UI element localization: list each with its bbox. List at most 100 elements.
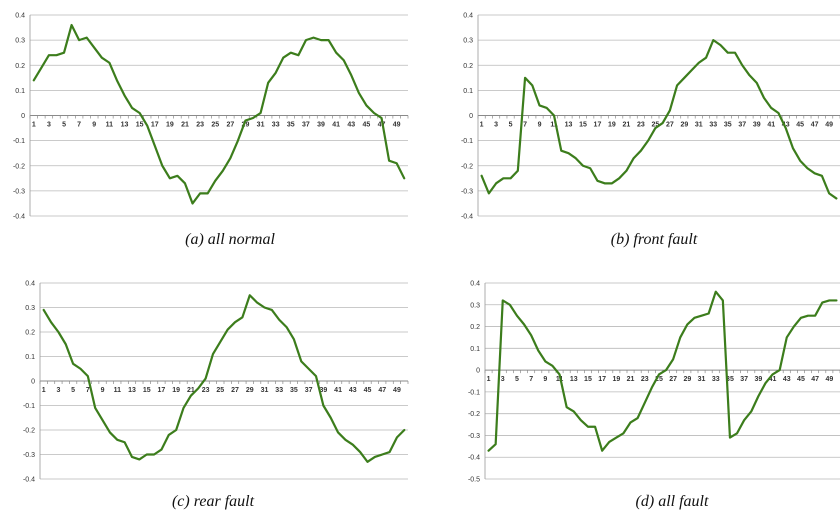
x-tick-label: 41 — [334, 387, 342, 394]
x-tick-label: 31 — [261, 387, 269, 394]
x-tick-label: 37 — [738, 122, 746, 129]
x-tick-label: 43 — [347, 122, 355, 129]
y-tick-label: 0.3 — [15, 38, 25, 45]
x-tick-label: 35 — [724, 122, 732, 129]
x-tick-label: 7 — [529, 376, 533, 383]
x-tick-label: 19 — [612, 376, 620, 383]
x-tick-label: 15 — [136, 122, 144, 129]
x-tick-label: 47 — [811, 376, 819, 383]
x-tick-label: 35 — [290, 387, 298, 394]
chart-caption-a: (a) all normal — [185, 231, 275, 248]
x-tick-label: 29 — [680, 122, 688, 129]
x-tick-label: 3 — [56, 387, 60, 394]
y-tick-label: 0.1 — [463, 88, 473, 95]
y-tick-label: 0.1 — [15, 88, 25, 95]
x-tick-label: 31 — [695, 122, 703, 129]
x-tick-label: 13 — [128, 387, 136, 394]
y-tick-label: 0.4 — [25, 281, 35, 288]
x-tick-label: 39 — [317, 122, 325, 129]
x-tick-label: 9 — [101, 387, 105, 394]
x-tick-label: 29 — [683, 376, 691, 383]
x-tick-label: 5 — [509, 122, 513, 129]
x-tick-label: 21 — [623, 122, 631, 129]
x-tick-label: 11 — [550, 122, 558, 129]
x-tick-label: 37 — [302, 122, 310, 129]
x-tick-label: 47 — [811, 122, 819, 129]
x-tick-label: 39 — [754, 376, 762, 383]
x-tick-label: 5 — [62, 122, 66, 129]
x-tick-label: 37 — [305, 387, 313, 394]
x-tick-label: 25 — [655, 376, 663, 383]
y-tick-label: 0.3 — [25, 305, 35, 312]
x-tick-label: 17 — [151, 122, 159, 129]
y-tick-label: -0.2 — [468, 411, 480, 418]
x-tick-label: 47 — [378, 122, 386, 129]
x-tick-label: 45 — [363, 122, 371, 129]
y-tick-label: -0.5 — [468, 477, 480, 484]
x-tick-label: 25 — [211, 122, 219, 129]
x-tick-label: 13 — [121, 122, 129, 129]
x-tick-label: 7 — [523, 122, 527, 129]
y-tick-label: 0.4 — [470, 281, 480, 288]
x-tick-label: 1 — [487, 376, 491, 383]
x-tick-label: 43 — [783, 376, 791, 383]
x-tick-label: 31 — [257, 122, 265, 129]
x-tick-label: 27 — [666, 122, 674, 129]
x-tick-label: 15 — [143, 387, 151, 394]
chart-d: 0.40.30.20.10-0.1-0.2-0.3-0.4-0.51 3 5 7 9 11… — [468, 281, 840, 484]
x-tick-label: 23 — [202, 387, 210, 394]
y-tick-label: -0.2 — [23, 428, 35, 435]
x-tick-label: 41 — [767, 122, 775, 129]
y-tick-label: 0 — [469, 113, 473, 120]
chart-c: 0.40.30.20.10-0.1-0.2-0.3-0.41 3 5 7 9 11 13 15… — [23, 281, 409, 484]
series-line — [480, 39, 838, 200]
x-tick-label: 45 — [797, 376, 805, 383]
x-tick-label: 27 — [669, 376, 677, 383]
x-tick-label: 29 — [246, 387, 254, 394]
y-tick-label: -0.4 — [468, 455, 480, 462]
y-tick-label: 0.4 — [15, 13, 25, 20]
x-tick-label: 13 — [570, 376, 578, 383]
y-tick-label: -0.4 — [23, 477, 35, 484]
chart-a: 0.40.30.20.10-0.1-0.2-0.3-0.41 3 5 7 9 11 13 15… — [13, 13, 409, 221]
y-tick-label: -0.1 — [461, 138, 473, 145]
x-tick-label: 35 — [287, 122, 295, 129]
x-tick-label: 49 — [393, 122, 401, 129]
x-tick-label: 37 — [740, 376, 748, 383]
series-line — [487, 290, 838, 452]
x-tick-label: 33 — [712, 376, 720, 383]
x-tick-label: 13 — [565, 122, 573, 129]
x-tick-label: 39 — [753, 122, 761, 129]
y-tick-label: 0.1 — [25, 354, 35, 361]
y-tick-label: -0.4 — [461, 214, 473, 221]
y-tick-label: -0.2 — [13, 163, 25, 170]
x-tick-label: 9 — [92, 122, 96, 129]
x-tick-label: 17 — [594, 122, 602, 129]
x-tick-label: 21 — [181, 122, 189, 129]
x-tick-label: 33 — [275, 387, 283, 394]
x-tick-label: 3 — [47, 122, 51, 129]
chart-caption-b: (b) front fault — [610, 231, 698, 248]
x-tick-label: 23 — [637, 122, 645, 129]
y-tick-label: 0.4 — [463, 13, 473, 20]
x-tick-label: 49 — [393, 387, 401, 394]
x-tick-label: 11 — [106, 122, 114, 129]
y-tick-label: -0.1 — [468, 389, 480, 396]
y-tick-label: 0 — [31, 379, 35, 386]
y-tick-label: -0.3 — [468, 433, 480, 440]
x-tick-label: 33 — [272, 122, 280, 129]
x-tick-label: 15 — [584, 376, 592, 383]
x-tick-label: 7 — [86, 387, 90, 394]
x-tick-label: 1 — [42, 387, 46, 394]
x-tick-label: 25 — [651, 122, 659, 129]
x-tick-label: 39 — [319, 387, 327, 394]
y-tick-label: 0.2 — [25, 330, 35, 337]
y-tick-label: -0.3 — [13, 188, 25, 195]
x-tick-label: 27 — [226, 122, 234, 129]
x-tick-label: 11 — [114, 387, 122, 394]
x-tick-label: 49 — [825, 122, 833, 129]
x-tick-label: 33 — [709, 122, 717, 129]
y-tick-label: 0.2 — [463, 63, 473, 70]
